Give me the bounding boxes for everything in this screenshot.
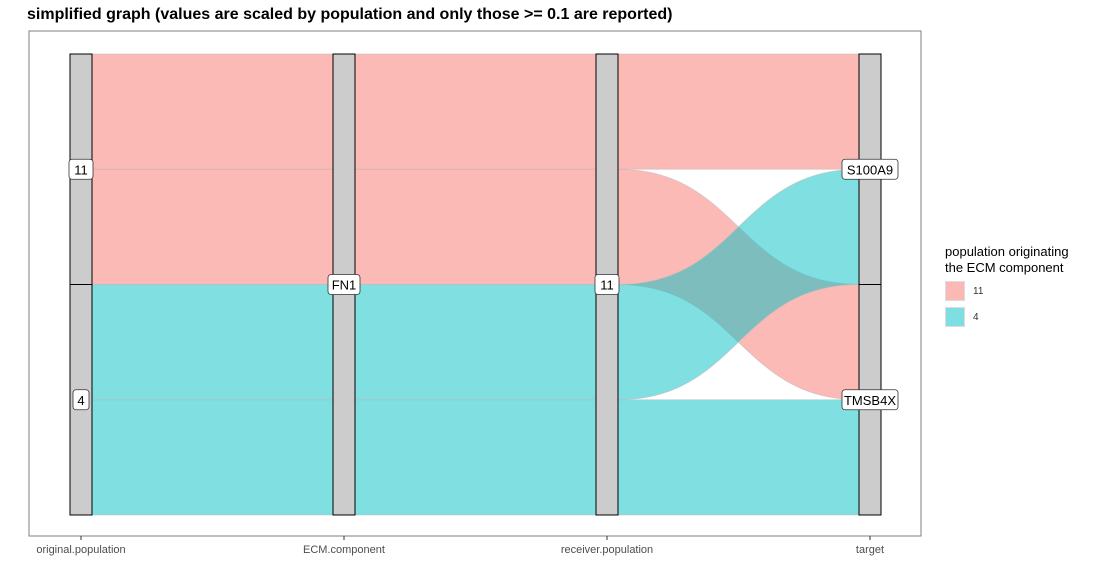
stratum-labels-layer: 11 4 FN1 11 S100A9 TMSB4X xyxy=(68,158,899,411)
legend-label-11: 11 xyxy=(973,285,984,297)
stratum-label-box-ECM.component-FN1 xyxy=(327,274,361,295)
stratum-label-box-original.population-11 xyxy=(68,158,94,180)
stratum-label-text-original.population-4: 4 xyxy=(77,393,84,408)
flow-11-1-seg-1 xyxy=(354,168,597,285)
plot-panel-border xyxy=(28,30,922,537)
stratum-label-box-receiver.population-11 xyxy=(594,274,620,295)
legend-key-4 xyxy=(945,307,965,327)
flow-11-1-seg-0 xyxy=(91,168,334,285)
legend-title-line-2: the ECM component xyxy=(945,260,1064,275)
stratum-label-text-target-TMSB4X: TMSB4X xyxy=(844,393,896,408)
flow-4-2-seg-0 xyxy=(91,284,334,401)
legend: population originating the ECM component… xyxy=(945,244,1099,328)
stratum-label-receiver.population-11: 11 xyxy=(594,274,620,295)
chart-title: simplified graph (values are scaled by p… xyxy=(27,6,673,23)
flow-4-3-seg-2 xyxy=(617,399,860,516)
flow-11-0-seg-1 xyxy=(354,53,597,170)
stratum-label-original.population-4: 4 xyxy=(72,389,90,411)
flow-4-3-seg-1 xyxy=(354,399,597,516)
flow-4-3-seg-0 xyxy=(91,399,334,516)
stratum-label-original.population-11: 11 xyxy=(68,158,94,180)
x-axis: original.population ECM.component receiver… xyxy=(36,536,884,556)
stratum-label-target-S100A9: S100A9 xyxy=(841,158,899,180)
legend-title: population originating the ECM component xyxy=(945,244,1099,276)
legend-title-line-1: population originating xyxy=(945,244,1069,259)
stratum-label-text-original.population-11: 11 xyxy=(74,162,88,177)
stratum-label-box-target-TMSB4X xyxy=(841,389,899,411)
stratum-label-text-target-S100A9: S100A9 xyxy=(847,162,893,177)
x-tick-label-original.population: original.population xyxy=(36,544,125,556)
x-tick-label-ECM.component: ECM.component xyxy=(303,544,385,556)
stratum-label-target-TMSB4X: TMSB4X xyxy=(841,389,899,411)
flow-11-0-seg-0 xyxy=(91,53,334,170)
legend-label-4: 4 xyxy=(973,311,979,323)
flow-4-2-seg-1 xyxy=(354,284,597,401)
legend-item-4: 4 xyxy=(945,306,1099,328)
stratum-label-text-ECM.component-FN1: FN1 xyxy=(332,278,357,293)
legend-item-11: 11 xyxy=(945,280,1099,302)
stratum-label-text-receiver.population-11: 11 xyxy=(600,278,614,293)
flows-layer xyxy=(91,53,860,516)
legend-key-11 xyxy=(945,281,965,301)
stratum-label-ECM.component-FN1: FN1 xyxy=(327,274,361,295)
x-tick-label-target: target xyxy=(856,544,884,556)
stratum-label-box-target-S100A9 xyxy=(841,158,899,180)
flow-11-0-seg-2 xyxy=(617,53,860,170)
stratum-label-box-original.population-4 xyxy=(72,389,90,411)
x-tick-label-receiver.population: receiver.population xyxy=(561,544,653,556)
